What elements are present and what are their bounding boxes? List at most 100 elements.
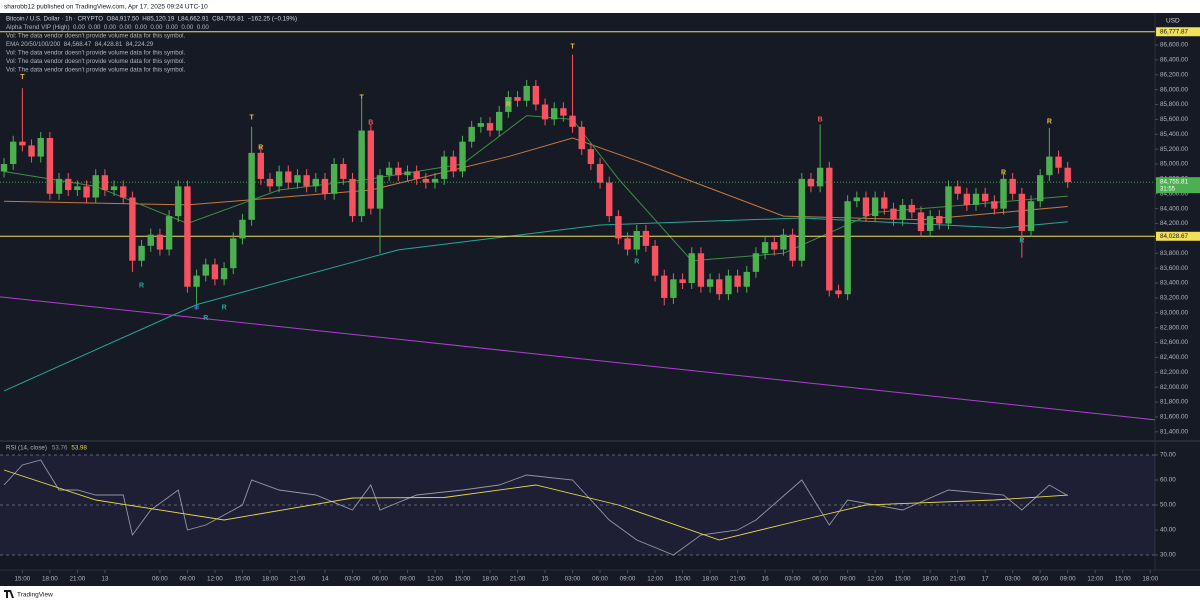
candle-body bbox=[706, 279, 714, 287]
x-tick-label: 15:00 bbox=[1115, 576, 1131, 583]
x-tick-label: 17 bbox=[982, 576, 990, 583]
candle-body bbox=[615, 216, 622, 239]
y-tick-label: 70.00 bbox=[1160, 452, 1176, 459]
x-tick-label: 06:00 bbox=[152, 576, 168, 583]
candle-body bbox=[367, 130, 375, 209]
candle-body bbox=[450, 156, 457, 172]
legend-line: EMA 20/50/100/200 84,568.47 84,428.81 84… bbox=[6, 41, 154, 48]
y-tick-label: 86,000.00 bbox=[1160, 86, 1189, 93]
candle-body bbox=[1046, 156, 1053, 176]
candle-body bbox=[55, 178, 63, 194]
price-level-label: 86,777.87 bbox=[1160, 28, 1189, 35]
candle-body bbox=[19, 141, 26, 146]
y-tick-label: 82,800.00 bbox=[1160, 324, 1189, 331]
candle-body bbox=[899, 204, 906, 220]
x-tick-label: 09:00 bbox=[1060, 576, 1076, 583]
logo bbox=[4, 590, 14, 598]
x-tick-label: 06:00 bbox=[1032, 576, 1048, 583]
candle-body bbox=[816, 167, 824, 187]
signal-marker: T bbox=[249, 115, 254, 122]
candle-body bbox=[1036, 175, 1044, 202]
candle-body bbox=[560, 108, 567, 116]
candle-body bbox=[835, 290, 842, 295]
y-tick-label: 81,800.00 bbox=[1160, 399, 1189, 406]
candle-body bbox=[257, 152, 264, 179]
candle-body bbox=[587, 149, 595, 165]
candle-body bbox=[578, 126, 585, 150]
candle-body bbox=[468, 126, 475, 142]
candle-body bbox=[890, 208, 897, 220]
candle-body bbox=[477, 123, 485, 127]
x-tick-label: 18:00 bbox=[702, 576, 718, 583]
y-tick-label: 83,000.00 bbox=[1160, 309, 1189, 316]
x-tick-label: 06:00 bbox=[812, 576, 828, 583]
legend-line: Vol: The data vendor doesn't provide vol… bbox=[6, 58, 186, 65]
candle-body bbox=[65, 178, 72, 191]
signal-marker: R bbox=[506, 101, 511, 108]
y-tick-label: 30.00 bbox=[1160, 552, 1176, 559]
y-tick-label: 86,200.00 bbox=[1160, 71, 1189, 78]
signal-marker: B bbox=[818, 117, 823, 124]
signal-marker: R bbox=[139, 283, 144, 290]
indicator-line bbox=[3, 115, 1068, 262]
signal-marker: T bbox=[360, 95, 365, 102]
signal-marker: T bbox=[20, 74, 25, 81]
candle-body bbox=[395, 167, 402, 176]
candle-body bbox=[211, 264, 219, 280]
legend-line: Vol: The data vendor doesn't provide vol… bbox=[6, 50, 186, 57]
candle-body bbox=[248, 152, 255, 220]
price-level-tag bbox=[1156, 231, 1200, 241]
candle-body bbox=[954, 186, 961, 194]
candle-body bbox=[285, 171, 292, 183]
y-tick-label: 86,400.00 bbox=[1160, 57, 1189, 64]
candle-body bbox=[926, 216, 934, 231]
x-tick-label: 03:00 bbox=[565, 576, 581, 583]
candle-body bbox=[376, 175, 384, 209]
x-tick-label: 12:00 bbox=[647, 576, 663, 583]
x-tick-label: 12:00 bbox=[207, 576, 223, 583]
x-tick-label: 09:00 bbox=[400, 576, 416, 583]
candle-body bbox=[46, 137, 54, 194]
x-tick-label: 21:00 bbox=[510, 576, 526, 583]
x-tick-label: 12:00 bbox=[427, 576, 443, 583]
candle-body bbox=[532, 85, 540, 105]
candle-body bbox=[92, 175, 99, 198]
x-tick-label: 15:00 bbox=[895, 576, 911, 583]
candle-body bbox=[138, 245, 145, 261]
candle-body bbox=[0, 164, 8, 172]
candle-body bbox=[37, 137, 44, 157]
candle-body bbox=[193, 275, 200, 287]
signal-marker: R bbox=[1019, 237, 1024, 244]
candle-body bbox=[716, 279, 723, 295]
x-tick-label: 16 bbox=[762, 576, 770, 583]
candle-body bbox=[963, 193, 971, 205]
legend-line: Alpha Trend VIP (High) 0.00 0.00 0.00 0.… bbox=[6, 24, 209, 31]
candle-body bbox=[459, 141, 466, 172]
y-tick-label: 83,200.00 bbox=[1160, 295, 1189, 302]
x-tick-label: 21:00 bbox=[290, 576, 306, 583]
candle-body bbox=[807, 178, 815, 187]
signal-marker: B bbox=[194, 304, 199, 311]
candle-body bbox=[853, 197, 861, 202]
candle-body bbox=[175, 186, 182, 217]
rsi-line bbox=[3, 459, 1068, 556]
x-tick-label: 18:00 bbox=[482, 576, 498, 583]
y-tick-label: 81,400.00 bbox=[1160, 428, 1189, 435]
signal-marker: R bbox=[203, 315, 208, 322]
candle-body bbox=[670, 279, 677, 298]
candle-body bbox=[826, 167, 833, 291]
countdown: 31:55 bbox=[1160, 186, 1176, 192]
candle-body bbox=[505, 97, 512, 112]
candle-body bbox=[569, 115, 576, 127]
rsi-pane: RSI (14, close) 53.76 53.98 bbox=[0, 445, 1155, 556]
y-tick-label: 60.00 bbox=[1160, 477, 1176, 484]
x-tick-label: 12:00 bbox=[1087, 576, 1103, 583]
candle-body bbox=[871, 197, 879, 217]
y-tick-label: 83,400.00 bbox=[1160, 280, 1189, 287]
candle-body bbox=[10, 141, 17, 165]
candle-body bbox=[697, 253, 705, 287]
y-tick-label: 82,000.00 bbox=[1160, 384, 1189, 391]
candle-body bbox=[312, 178, 320, 187]
candle-body bbox=[725, 275, 732, 295]
x-tick-label: 15:00 bbox=[14, 576, 30, 583]
